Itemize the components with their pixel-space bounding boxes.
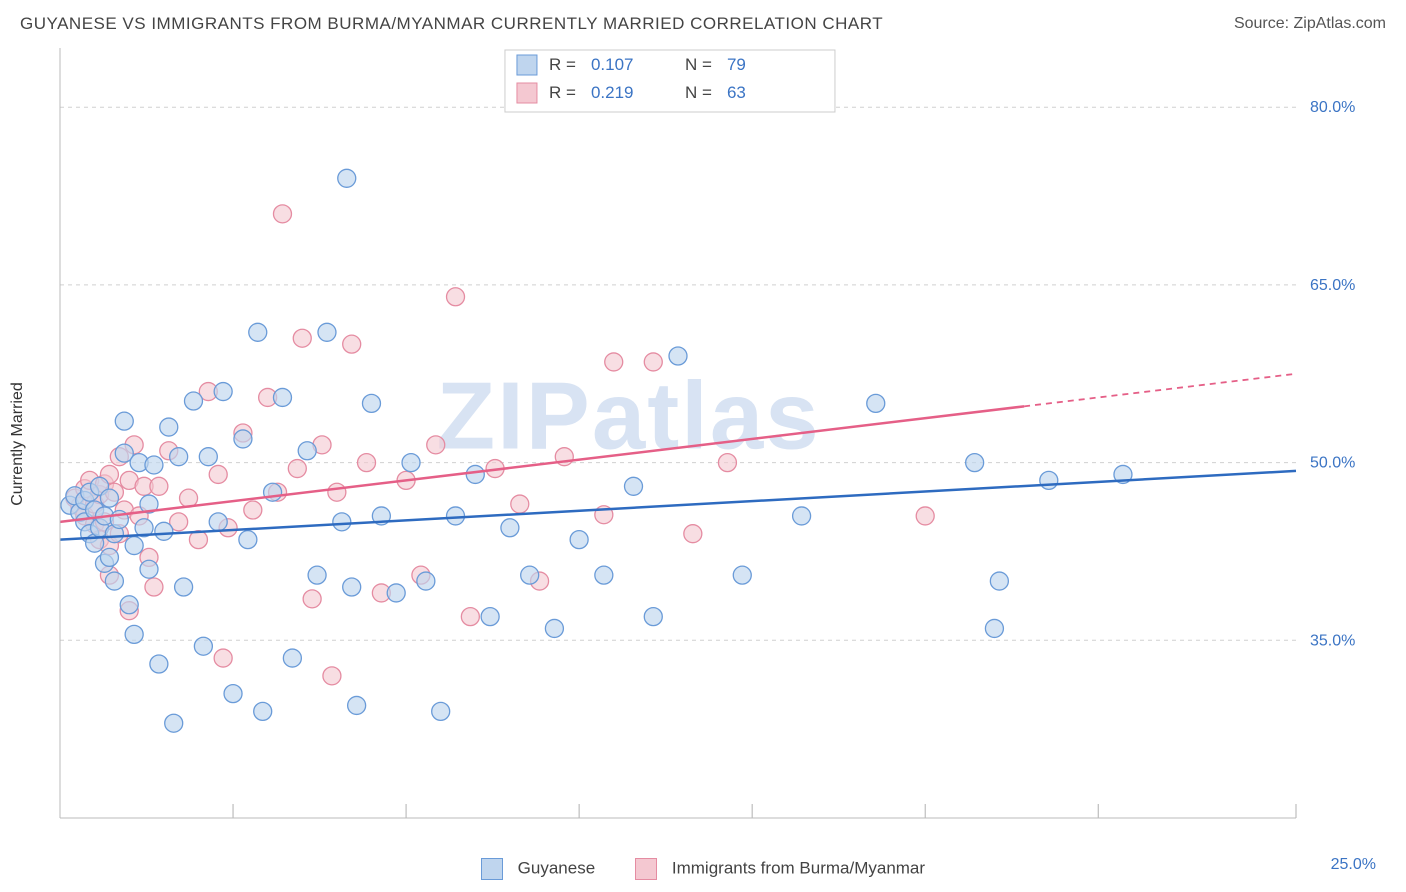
chart-area: Currently Married ZIPatlas35.0%50.0%65.0… xyxy=(20,48,1386,840)
legend-item-b: Immigrants from Burma/Myanmar xyxy=(635,858,925,880)
svg-text:65.0%: 65.0% xyxy=(1310,277,1355,294)
svg-text:R =: R = xyxy=(549,83,576,102)
legend-item-a: Guyanese xyxy=(481,858,595,880)
svg-text:63: 63 xyxy=(727,83,746,102)
svg-text:79: 79 xyxy=(727,55,746,74)
source-label: Source: ZipAtlas.com xyxy=(1234,15,1386,33)
svg-text:N =: N = xyxy=(685,83,712,102)
svg-text:R =: R = xyxy=(549,55,576,74)
legend-swatch-b xyxy=(635,858,657,880)
scatter-chart: ZIPatlas35.0%50.0%65.0%80.0%R =0.107N =7… xyxy=(20,48,1360,828)
svg-text:N =: N = xyxy=(685,55,712,74)
legend-label-a: Guyanese xyxy=(518,858,596,877)
legend-swatch-a xyxy=(481,858,503,880)
y-axis-label: Currently Married xyxy=(9,382,27,506)
chart-title: GUYANESE VS IMMIGRANTS FROM BURMA/MYANMA… xyxy=(20,14,883,34)
bottom-legend: Guyanese Immigrants from Burma/Myanmar xyxy=(0,858,1406,880)
svg-text:50.0%: 50.0% xyxy=(1310,455,1355,472)
svg-text:0.107: 0.107 xyxy=(591,55,634,74)
legend-label-b: Immigrants from Burma/Myanmar xyxy=(672,858,925,877)
svg-text:35.0%: 35.0% xyxy=(1310,632,1355,649)
svg-text:80.0%: 80.0% xyxy=(1310,99,1355,116)
svg-text:0.219: 0.219 xyxy=(591,83,634,102)
x-axis-max-label: 25.0% xyxy=(1331,856,1376,874)
